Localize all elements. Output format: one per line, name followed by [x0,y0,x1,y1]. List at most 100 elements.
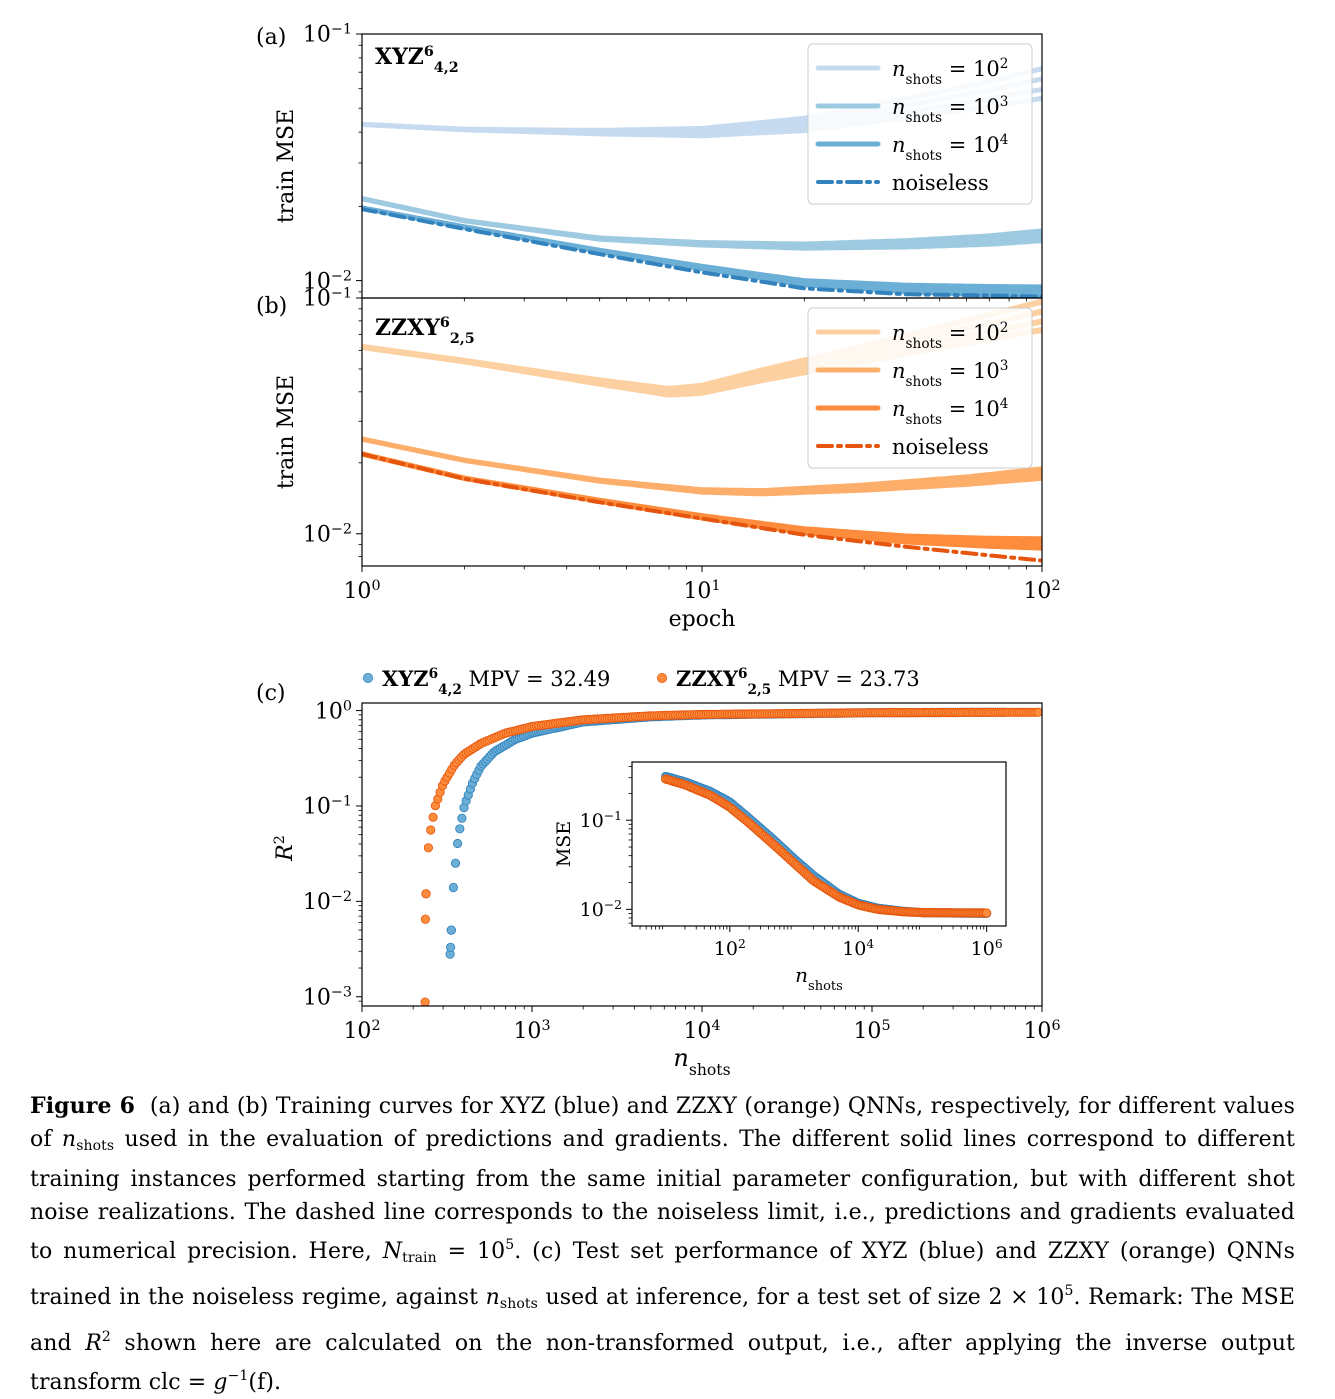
panel-b-legend-label-3: noiseless [892,435,989,459]
panel-b-xtick-label-0: 100 [343,578,380,604]
panel-a-ytick-label-1-part-1: −2 [331,268,352,284]
inset-ytick-label-0-part-0: 10 [580,810,604,832]
caption-g: g [213,1370,228,1395]
panel-c-series-1-point-5 [426,825,436,835]
panel-a-legend-label-0-part-3: 2 [1000,56,1009,72]
panel-a-title-part-2: 4,2 [434,60,459,76]
caption-R: R [85,1331,102,1356]
panel-a-legend-label-2: nshots = 104 [892,132,1008,164]
caption-text-1: (a) and (b) Training curves for XYZ (blu… [30,1094,1295,1152]
panel-c-ytick-label-0-part-0: 10 [315,699,343,724]
panel-a-title-part-0: XYZ [375,44,424,70]
panel-b-legend-label-1-part-3: 3 [1000,358,1009,374]
panel-c-series-1-point-6 [428,812,438,822]
inset-ytick-label-0-part-1: −1 [604,809,622,823]
panel-c-ytick-label-0: 100 [315,698,352,724]
panel-a-legend-label-0-part-0: n [892,57,906,81]
panel-b-xtick-label-0-part-1: 0 [371,578,380,594]
inset-xtick-label-1: 104 [842,937,874,960]
panel-c-ylabel-part-0: R [273,844,298,862]
panel-c-ylabel: R2 [272,835,298,862]
inset-xtick-label-2: 106 [971,937,1003,960]
panel-b-ytick-label-0-part-0: 10 [303,287,331,312]
inset-xlabel-part-1: shots [808,979,843,994]
panel-c-legend-label-1-part-1: 6 [738,666,748,682]
panel-c-series-1-point-4 [423,843,433,853]
inset-xtick-label-1-part-1: 4 [866,937,874,951]
panel-b-xtick-label-1-part-0: 10 [683,579,711,604]
inset-ytick-label-1-part-1: −2 [604,898,622,912]
panel-c-xtick-label-1-part-1: 3 [541,1018,550,1034]
inset-ytick-label-1-part-0: 10 [580,899,604,921]
panel-b-ytick-label-1-part-0: 10 [303,522,331,547]
panel-c-legend-label-0-part-0: XYZ [382,666,429,691]
panel-c-xtick-label-0: 102 [343,1018,380,1044]
panel-b-title: ZZXY62,5 [375,315,475,347]
panel-a-legend-label-1-part-1: shots [906,110,942,126]
panel-a-ytick-label-1-part-0: 10 [303,269,331,294]
panel-c-legend-label-1-part-2: 2,5 [747,682,771,698]
panel-c-xtick-label-2-part-1: 4 [711,1018,720,1034]
panel-c-xtick-label-1-part-0: 10 [513,1019,541,1044]
panel-b-series-1-line-3 [362,436,1042,494]
panel-c-ytick-label-3-part-1: −3 [331,984,352,1000]
panel-b-xtick-label-1-part-1: 1 [711,578,720,594]
panel-b-legend-label-1-part-0: n [892,359,906,383]
panel-b-legend-label-0-part-3: 2 [1000,320,1009,336]
inset-xlabel-part-0: n [795,963,808,987]
panel-a-series-1-line-3 [362,196,1042,247]
figure-caption: Figure 6 (a) and (b) Training curves for… [30,1090,1295,1399]
panel-c-ytick-label-0-part-1: 0 [343,698,352,714]
panel-b-panel-label: (b) [256,294,287,319]
panel-c-legend-label-1-part-3: MPV = 23.73 [771,667,920,691]
inset-xlabel: nshots [795,963,843,994]
caption-eq1-sup: 5 [505,1237,515,1253]
panel-a-title: XYZ64,2 [375,44,459,76]
caption-N-sub: train [402,1250,437,1266]
panel-a-legend-label-3: noiseless [892,171,989,195]
panel-b-legend-label-2: nshots = 104 [892,396,1008,428]
panel-c-ytick-label-3-part-0: 10 [303,985,331,1010]
panel-b-legend-label-2-part-0: n [892,397,906,421]
panel-c-legend-marker-1 [657,673,668,684]
panel-b-legend-label-2-part-1: shots [906,412,942,428]
panel-c-series-0-point-4 [448,882,458,893]
panel-a-legend-label-1: nshots = 103 [892,94,1008,126]
panel-c-legend-label-0-part-1: 6 [429,666,439,682]
inset-xtick-label-1-part-0: 10 [842,938,866,960]
panel-b-legend-label-2-part-3: 4 [1000,396,1009,412]
panel-c-ylabel-part-1: 2 [272,835,288,844]
inset-xtick-label-0: 102 [714,937,746,960]
panel-b-legend-label-0-part-2: = 10 [942,321,1000,345]
panel-c-legend-label-1-part-0: ZZXY [676,666,739,691]
panel-a-ytick-label-1: 10−2 [303,268,352,294]
panel-b-title-part-2: 2,5 [450,331,475,347]
panel-c-xtick-label-2: 104 [683,1018,720,1044]
panel-b-xtick-label-2-part-0: 10 [1023,579,1051,604]
panel-a-legend-label-2-part-0: n [892,133,906,157]
panel-c-xlabel-part-1: shots [689,1061,731,1079]
caption-label: Figure 6 [30,1093,136,1119]
panel-c-series-1-point-263 [1033,707,1042,717]
panel-c-xtick-label-0-part-1: 2 [371,1018,380,1034]
panel-b-legend-label-1-part-1: shots [906,374,942,390]
panel-a-panel-label: (a) [256,25,286,50]
inset-xtick-label-0-part-1: 2 [738,937,746,951]
panel-a-legend-label-0-part-1: shots [906,72,942,88]
panel-a-legend-label-1-part-2: = 10 [942,95,1000,119]
panel-c-series-1-point-0 [420,997,430,1006]
panel-c-xtick-label-1: 103 [513,1018,550,1044]
caption-p4-sup: 5 [1064,1283,1074,1299]
panel-b-legend-box [807,307,1033,469]
panel-a-legend-box [807,43,1033,205]
inset-axes-frame [631,761,1007,927]
panel-b-xtick-label-1: 101 [683,578,720,604]
panel-b-legend-label-2-part-2: = 10 [942,397,1000,421]
panel-b-xtick-label-0-part-0: 10 [343,579,371,604]
inset-xtick-label-2-part-0: 10 [971,938,995,960]
panel-a-legend-label-3-part-0: noiseless [892,171,989,195]
panel-c-xtick-label-3-part-0: 10 [853,1019,881,1044]
